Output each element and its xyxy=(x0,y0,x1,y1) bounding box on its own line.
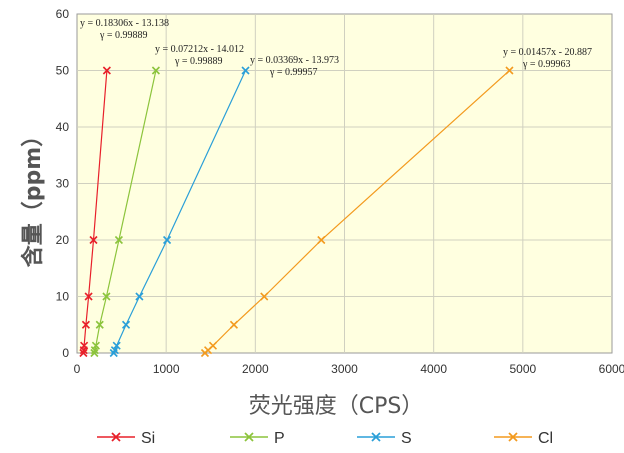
x-tick-label: 3000 xyxy=(331,362,358,376)
x-tick-label: 1000 xyxy=(153,362,180,376)
y-tick-label: 30 xyxy=(56,177,70,191)
data-point xyxy=(260,292,269,301)
correlation-label: γ = 0.99889 xyxy=(174,56,223,67)
data-point xyxy=(110,346,119,355)
legend-marker-stroke xyxy=(244,432,254,442)
y-tick-label: 20 xyxy=(56,233,70,247)
y-tick-label: 60 xyxy=(56,7,70,21)
legend: Si P S Cl xyxy=(97,430,553,447)
point-marker-stroke xyxy=(135,292,144,301)
point-marker-stroke xyxy=(102,66,111,75)
point-marker-stroke xyxy=(95,320,104,329)
data-point xyxy=(90,348,99,358)
point-marker-stroke xyxy=(112,341,121,350)
equation-label: y = 0.03369x - 13.973 xyxy=(250,55,339,66)
data-point xyxy=(121,320,131,329)
point-marker-stroke xyxy=(229,320,238,329)
data-point xyxy=(95,320,104,329)
data-point xyxy=(241,66,250,75)
data-point xyxy=(162,235,172,245)
axes: 0 1000 2000 3000 4000 5000 6000 0 10 20 30 40 50 60 xyxy=(56,7,624,376)
point-marker-stroke xyxy=(121,320,131,329)
data-point xyxy=(229,320,238,329)
point-marker-stroke xyxy=(91,341,100,350)
x-axis-title: 荧光强度（CPS） xyxy=(249,394,424,419)
equation-label: y = 0.07212x - 14.012 xyxy=(155,44,244,55)
data-point xyxy=(89,235,98,245)
point-marker-stroke xyxy=(162,235,172,245)
data-point xyxy=(208,341,218,350)
y-tick-label: 50 xyxy=(56,64,70,78)
data-point xyxy=(80,341,89,350)
legend-item-s: S xyxy=(357,430,412,447)
data-point xyxy=(151,66,160,75)
legend-marker-stroke xyxy=(111,432,121,442)
y-axis-title: 含量（ppm） xyxy=(20,125,46,267)
legend-item-cl: Cl xyxy=(494,430,553,447)
point-marker-stroke xyxy=(505,66,514,75)
series-p xyxy=(90,66,160,358)
legend-label: Si xyxy=(141,430,155,447)
point-marker-stroke xyxy=(317,235,326,245)
x-tick-label: 4000 xyxy=(420,362,447,376)
point-marker-stroke xyxy=(80,341,89,350)
grid-lines xyxy=(77,14,612,353)
legend-item-si: Si xyxy=(97,430,155,447)
correlation-label: γ = 0.99957 xyxy=(269,67,318,78)
correlation-label: γ = 0.99889 xyxy=(99,30,148,41)
y-tick-label: 10 xyxy=(56,290,70,304)
data-point xyxy=(112,341,121,350)
correlation-label: γ = 0.99963 xyxy=(522,59,571,70)
equation-label: y = 0.18306x - 13.138 xyxy=(80,18,169,29)
data-point xyxy=(102,66,111,75)
x-tick-label: 5000 xyxy=(509,362,536,376)
data-point xyxy=(114,235,123,245)
data-point xyxy=(505,66,514,75)
legend-label: S xyxy=(401,430,412,447)
data-point xyxy=(317,235,326,245)
legend-marker-stroke xyxy=(371,432,381,442)
point-marker-stroke xyxy=(84,292,93,301)
equation-label: y = 0.01457x - 20.887 xyxy=(503,47,592,58)
point-marker-stroke xyxy=(90,348,99,358)
point-marker-stroke xyxy=(114,235,123,245)
data-point xyxy=(135,292,144,301)
point-marker-stroke xyxy=(208,341,218,350)
series-group xyxy=(79,66,514,358)
legend-item-p: P xyxy=(230,430,285,447)
legend-marker-stroke xyxy=(508,432,518,442)
point-marker-stroke xyxy=(89,235,98,245)
y-tick-label: 40 xyxy=(56,120,70,134)
data-point xyxy=(81,320,90,329)
point-marker-stroke xyxy=(102,292,111,301)
point-marker-stroke xyxy=(241,66,250,75)
data-point xyxy=(91,341,100,350)
x-tick-label: 0 xyxy=(74,362,81,376)
data-point xyxy=(102,292,111,301)
point-marker-stroke xyxy=(81,320,90,329)
point-marker-stroke xyxy=(79,348,88,358)
data-point xyxy=(79,348,88,358)
legend-label: Cl xyxy=(538,430,553,447)
point-marker-stroke xyxy=(110,346,119,355)
y-tick-label: 0 xyxy=(62,346,69,360)
x-tick-label: 2000 xyxy=(242,362,269,376)
point-marker-stroke xyxy=(260,292,269,301)
point-marker-stroke xyxy=(151,66,160,75)
series-s xyxy=(109,66,250,358)
series-cl xyxy=(200,66,514,358)
x-tick-label: 6000 xyxy=(599,362,624,376)
data-point xyxy=(84,292,93,301)
series-si xyxy=(79,66,111,358)
legend-label: P xyxy=(274,430,285,447)
